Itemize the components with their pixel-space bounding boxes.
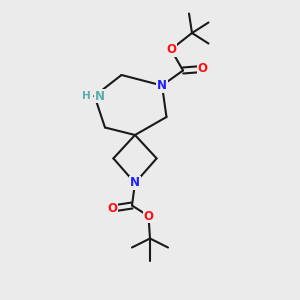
Text: O: O (197, 62, 208, 76)
Text: N: N (95, 89, 105, 103)
Text: H: H (82, 91, 91, 101)
Text: O: O (143, 209, 154, 223)
Text: N: N (157, 79, 167, 92)
Text: N: N (130, 176, 140, 190)
Text: O: O (107, 202, 118, 215)
Text: O: O (166, 43, 176, 56)
